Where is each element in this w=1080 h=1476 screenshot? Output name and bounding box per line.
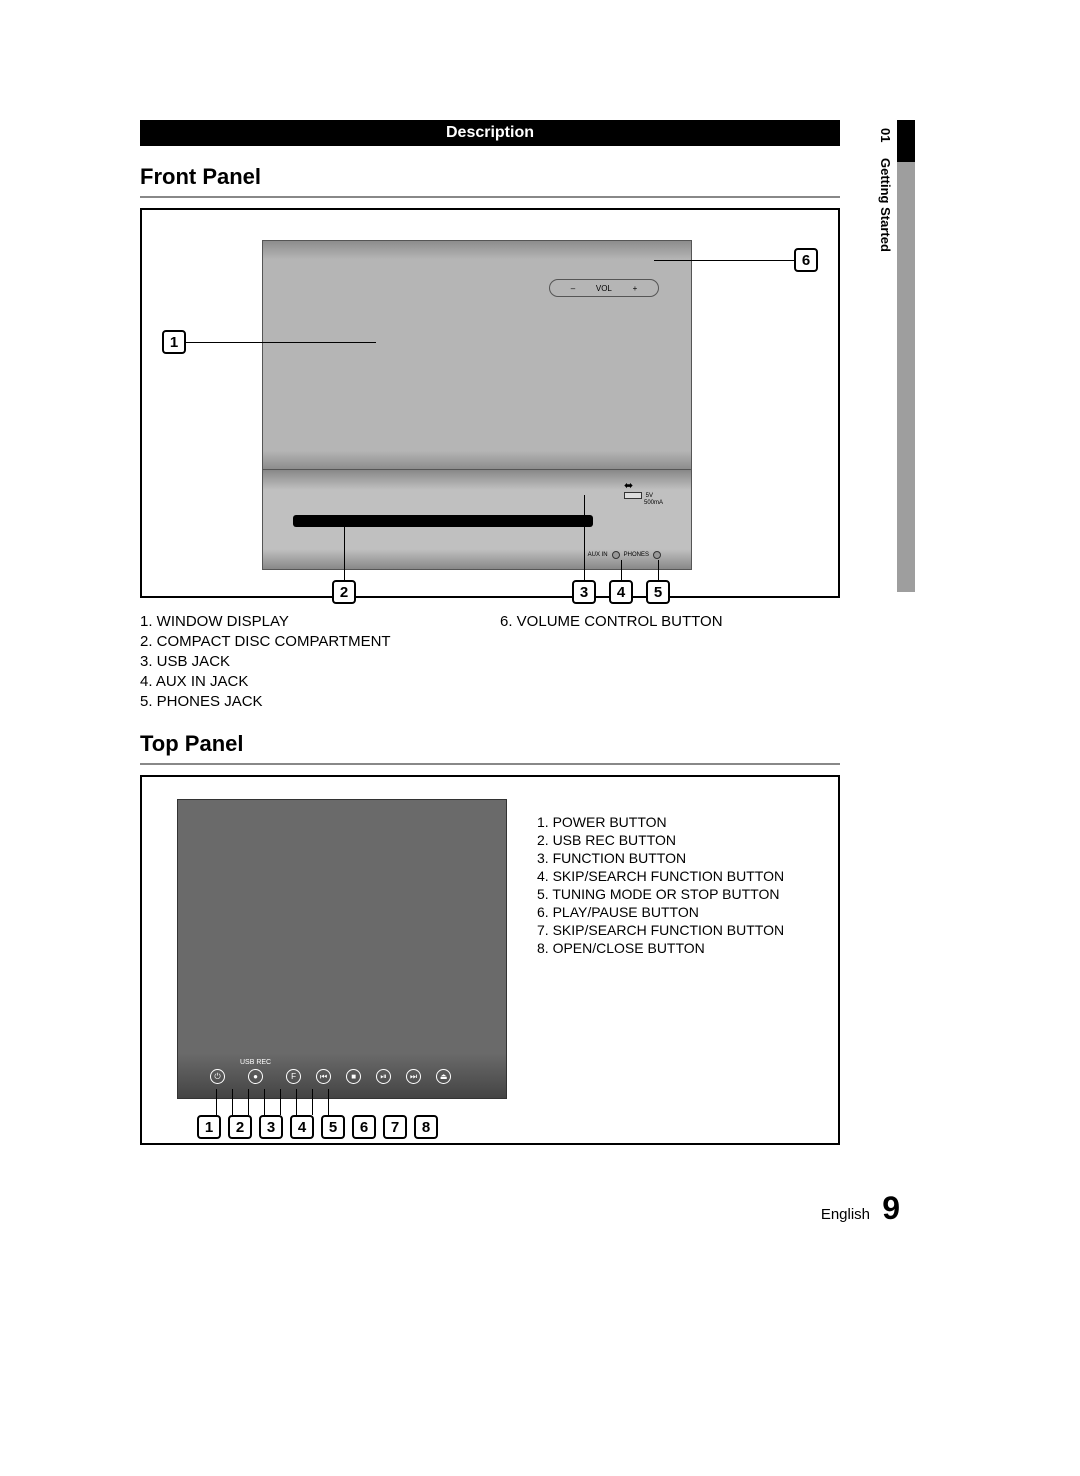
usb-port	[624, 492, 642, 499]
device-display-face: – VOL +	[262, 240, 692, 470]
jack-row: AUX IN PHONES	[588, 551, 661, 559]
page-footer: English 9	[200, 1190, 900, 1227]
control-button-row: ⏻ USB REC ● F ⏮ ■ ⏯ ⏭ ⏏	[210, 1059, 451, 1084]
callout-t3: 3	[259, 1115, 283, 1139]
legend-item: 2. USB REC BUTTON	[537, 832, 784, 848]
power-icon: ⏻	[210, 1069, 225, 1084]
description-header: Description	[140, 120, 840, 146]
legend-right-col: 6. VOLUME CONTROL BUTTON	[500, 610, 840, 713]
device-front-view: – VOL + ⬌ 5V 500mA AUX IN PHONES	[262, 240, 692, 570]
legend-item: 1. WINDOW DISPLAY	[140, 613, 500, 630]
footer-language: English	[821, 1206, 870, 1223]
callout-5: 5	[646, 580, 670, 604]
top-panel-legend: 1. POWER BUTTON 2. USB REC BUTTON 3. FUN…	[537, 812, 784, 958]
front-panel-title: Front Panel	[140, 164, 840, 198]
top-panel-title: Top Panel	[140, 731, 840, 765]
lead-line	[344, 520, 345, 580]
phones-jack	[653, 551, 661, 559]
callout-4: 4	[609, 580, 633, 604]
legend-item: 3. FUNCTION BUTTON	[537, 850, 784, 866]
btn-label: USB REC	[240, 1059, 271, 1067]
usb-current: 500mA	[644, 500, 663, 506]
legend-item: 3. USB JACK	[140, 653, 500, 670]
usb-jack-area: ⬌ 5V 500mA	[624, 480, 663, 506]
lead-line	[584, 495, 585, 580]
callout-t2: 2	[228, 1115, 252, 1139]
top-callout-row: 1 2 3 4 5 6 7 8	[197, 1115, 438, 1139]
callout-6: 6	[794, 248, 818, 272]
legend-item: 6. PLAY/PAUSE BUTTON	[537, 904, 784, 920]
aux-in-jack	[612, 551, 620, 559]
lead-line	[621, 560, 622, 580]
function-icon: F	[286, 1069, 301, 1084]
skip-fwd-icon: ⏭	[406, 1069, 421, 1084]
front-panel-diagram: – VOL + ⬌ 5V 500mA AUX IN PHONES	[140, 208, 840, 598]
vol-label: VOL	[596, 284, 612, 293]
play-pause-icon: ⏯	[376, 1069, 391, 1084]
legend-item: 6. VOLUME CONTROL BUTTON	[500, 613, 840, 630]
usb-voltage: 5V	[646, 493, 653, 499]
top-panel-diagram: ⏻ USB REC ● F ⏮ ■ ⏯ ⏭ ⏏ 1. POWER BUTTON 2…	[140, 775, 840, 1145]
legend-item: 7. SKIP/SEARCH FUNCTION BUTTON	[537, 922, 784, 938]
phones-label: PHONES	[624, 552, 649, 558]
legend-item: 2. COMPACT DISC COMPARTMENT	[140, 633, 500, 650]
eject-icon: ⏏	[436, 1069, 451, 1084]
legend-item: 5. TUNING MODE OR STOP BUTTON	[537, 886, 784, 902]
lead-line	[658, 560, 659, 580]
front-panel-legend: 1. WINDOW DISPLAY 2. COMPACT DISC COMPAR…	[140, 610, 840, 713]
legend-item: 4. SKIP/SEARCH FUNCTION BUTTON	[537, 868, 784, 884]
legend-item: 4. AUX IN JACK	[140, 673, 500, 690]
callout-t1: 1	[197, 1115, 221, 1139]
callout-3: 3	[572, 580, 596, 604]
usb-rec-icon: ●	[248, 1069, 263, 1084]
callout-1: 1	[162, 330, 186, 354]
volume-control: – VOL +	[549, 279, 659, 297]
page-content: Description Front Panel – VOL + ⬌ 5V 500…	[140, 120, 900, 1145]
callout-t5: 5	[321, 1115, 345, 1139]
legend-item: 5. PHONES JACK	[140, 693, 500, 710]
vol-minus-icon: –	[571, 284, 575, 293]
callout-t8: 8	[414, 1115, 438, 1139]
callout-t7: 7	[383, 1115, 407, 1139]
legend-item: 1. POWER BUTTON	[537, 814, 784, 830]
device-top-view: ⏻ USB REC ● F ⏮ ■ ⏯ ⏭ ⏏	[177, 799, 507, 1099]
aux-in-label: AUX IN	[588, 552, 608, 558]
callout-2: 2	[332, 580, 356, 604]
legend-left-col: 1. WINDOW DISPLAY 2. COMPACT DISC COMPAR…	[140, 610, 500, 713]
stop-icon: ■	[346, 1069, 361, 1084]
lead-line	[654, 260, 794, 261]
page-number: 9	[882, 1190, 900, 1226]
usb-icon: ⬌	[624, 480, 633, 492]
skip-back-icon: ⏮	[316, 1069, 331, 1084]
callout-t6: 6	[352, 1115, 376, 1139]
cd-slot	[293, 515, 593, 527]
vol-plus-icon: +	[633, 284, 638, 293]
top-lead-lines	[216, 1089, 329, 1115]
device-cd-face: ⬌ 5V 500mA AUX IN PHONES	[262, 470, 692, 570]
callout-t4: 4	[290, 1115, 314, 1139]
lead-line	[186, 342, 376, 343]
legend-item: 8. OPEN/CLOSE BUTTON	[537, 940, 784, 956]
